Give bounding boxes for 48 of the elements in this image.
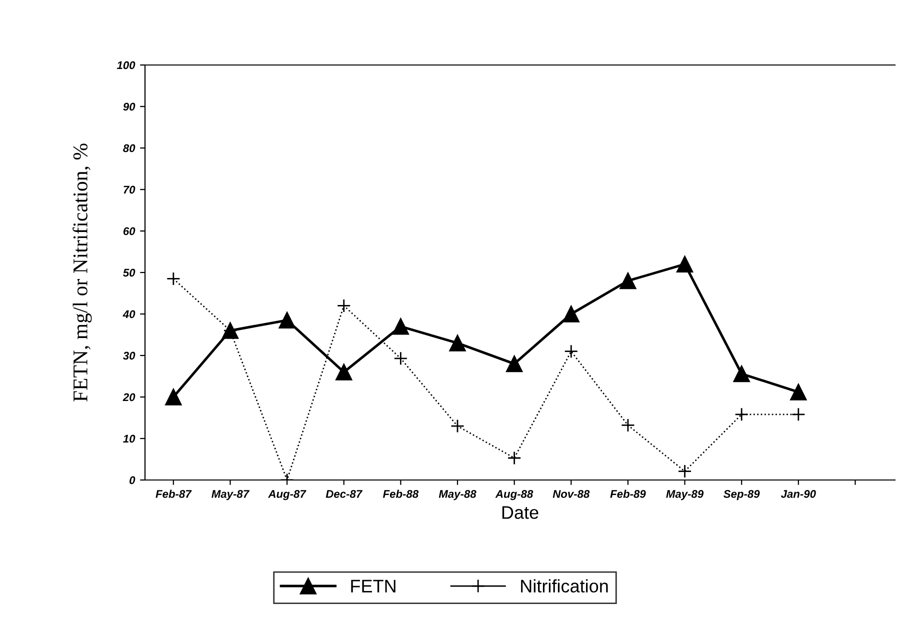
point: [506, 355, 523, 372]
point: [394, 351, 408, 366]
point: [449, 334, 466, 352]
point: [336, 364, 352, 380]
point: [678, 464, 692, 478]
point: [392, 318, 410, 335]
y-axis-title: FETN, mg/l or Nitrification, %: [72, 144, 92, 402]
y-tick-label: 50: [123, 268, 136, 277]
x-tick-label: Feb-88: [382, 490, 419, 498]
x-tick-label: May-87: [212, 490, 250, 500]
y-tick-label: 80: [123, 144, 136, 152]
point: [620, 272, 636, 290]
y-tick-label: 30: [123, 352, 136, 360]
point: [733, 365, 750, 382]
point: [562, 306, 580, 322]
point: [507, 451, 522, 465]
point: [166, 272, 180, 286]
x-tick-label: Feb-87: [156, 490, 192, 498]
legend-label: FETN: [351, 580, 396, 592]
x-tick-label: Aug-88: [495, 490, 534, 500]
x-tick-label: Jan-90: [780, 490, 816, 498]
point: [564, 344, 578, 358]
point: [790, 384, 807, 400]
x-axis-title: Date: [502, 506, 538, 519]
y-tick-label: 20: [122, 393, 136, 402]
y-tick-label: 100: [116, 61, 136, 70]
y-tick-label: 0: [130, 476, 136, 484]
x-tick-label: May-88: [438, 490, 476, 500]
point: [621, 418, 635, 432]
x-tick-label: Aug-87: [268, 490, 306, 500]
y-tick-label: 10: [123, 434, 136, 443]
point: [278, 312, 296, 329]
x-tick-label: May-89: [666, 490, 704, 500]
x-tick-label: Nov-88: [552, 490, 590, 498]
point: [165, 388, 182, 406]
point: [450, 419, 464, 433]
y-tick-label: 90: [123, 102, 136, 111]
y-tick-label: 40: [122, 310, 136, 318]
point: [336, 298, 351, 313]
x-tick-label: Dec-87: [326, 490, 363, 498]
point: [791, 407, 806, 422]
legend-label: Nitrification: [521, 579, 608, 593]
y-tick-label: 70: [124, 186, 136, 194]
x-tick-label: Feb-89: [610, 490, 646, 498]
point: [676, 256, 694, 273]
x-tick-label: Sep-89: [724, 490, 760, 500]
y-tick-label: 60: [123, 227, 136, 236]
point: [734, 407, 749, 422]
